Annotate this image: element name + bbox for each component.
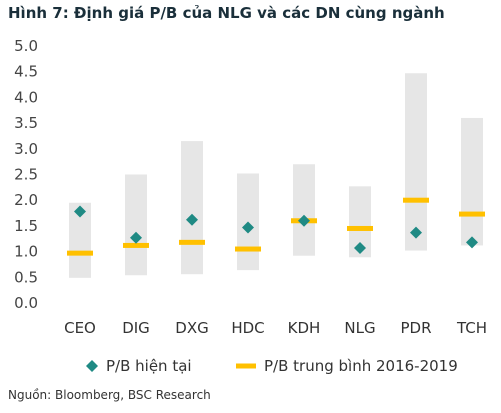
y-tick-label: 0.5 bbox=[14, 268, 38, 286]
range-bar bbox=[461, 117, 483, 246]
range-bar bbox=[125, 174, 147, 276]
current-marker bbox=[186, 213, 198, 226]
average-marker bbox=[67, 250, 93, 256]
range-bar bbox=[349, 186, 371, 258]
range-bar bbox=[181, 141, 203, 275]
current-marker bbox=[130, 231, 142, 244]
average-marker bbox=[459, 211, 485, 217]
y-tick-label: 4.5 bbox=[14, 63, 38, 81]
current-marker bbox=[242, 221, 254, 234]
y-tick-label: 3.0 bbox=[14, 140, 38, 158]
average-marker bbox=[235, 246, 261, 252]
current-markers bbox=[74, 205, 478, 255]
y-axis: 0.0 0.5 1.0 1.5 2.0 2.5 3.0 3.5 4.0 4.5 5.0 bbox=[14, 37, 38, 312]
current-marker bbox=[466, 236, 478, 249]
y-tick-label: 0.0 bbox=[14, 294, 38, 312]
source-note: Nguồn: Bloomberg, BSC Research bbox=[8, 388, 211, 402]
y-tick-label: 3.5 bbox=[14, 114, 38, 132]
x-axis: CEO DIG DXG HDC KDH NLG PDR TCH bbox=[64, 319, 487, 337]
range-bar bbox=[405, 73, 427, 251]
legend-dash-icon bbox=[236, 363, 256, 369]
category-label: HDC bbox=[231, 319, 264, 337]
legend: P/B hiện tại P/B trung bình 2016-2019 bbox=[86, 357, 458, 375]
category-label: TCH bbox=[456, 319, 487, 337]
average-marker bbox=[403, 197, 429, 203]
legend-label-current: P/B hiện tại bbox=[106, 357, 192, 375]
category-label: DIG bbox=[122, 319, 150, 337]
current-marker bbox=[354, 242, 366, 255]
current-marker bbox=[410, 226, 422, 239]
category-label: DXG bbox=[175, 319, 208, 337]
range-bar bbox=[293, 164, 315, 256]
legend-diamond-icon bbox=[86, 360, 98, 372]
y-tick-label: 4.0 bbox=[14, 88, 38, 106]
category-label: NLG bbox=[344, 319, 375, 337]
range-bar bbox=[69, 202, 91, 278]
range-bars bbox=[69, 73, 483, 278]
y-tick-label: 1.0 bbox=[14, 243, 38, 261]
y-tick-label: 5.0 bbox=[14, 37, 38, 55]
current-marker bbox=[74, 205, 86, 218]
category-label: PDR bbox=[400, 319, 431, 337]
chart-title: Hình 7: Định giá P/B của NLG và các DN c… bbox=[8, 4, 445, 22]
category-label: CEO bbox=[64, 319, 96, 337]
current-marker bbox=[298, 214, 310, 227]
y-tick-label: 2.5 bbox=[14, 166, 38, 184]
legend-label-average: P/B trung bình 2016-2019 bbox=[264, 357, 458, 375]
average-marker bbox=[123, 242, 149, 248]
y-tick-label: 2.0 bbox=[14, 191, 38, 209]
category-label: KDH bbox=[288, 319, 321, 337]
average-marker bbox=[179, 239, 205, 245]
y-tick-label: 1.5 bbox=[14, 217, 38, 235]
average-marker bbox=[347, 225, 373, 231]
